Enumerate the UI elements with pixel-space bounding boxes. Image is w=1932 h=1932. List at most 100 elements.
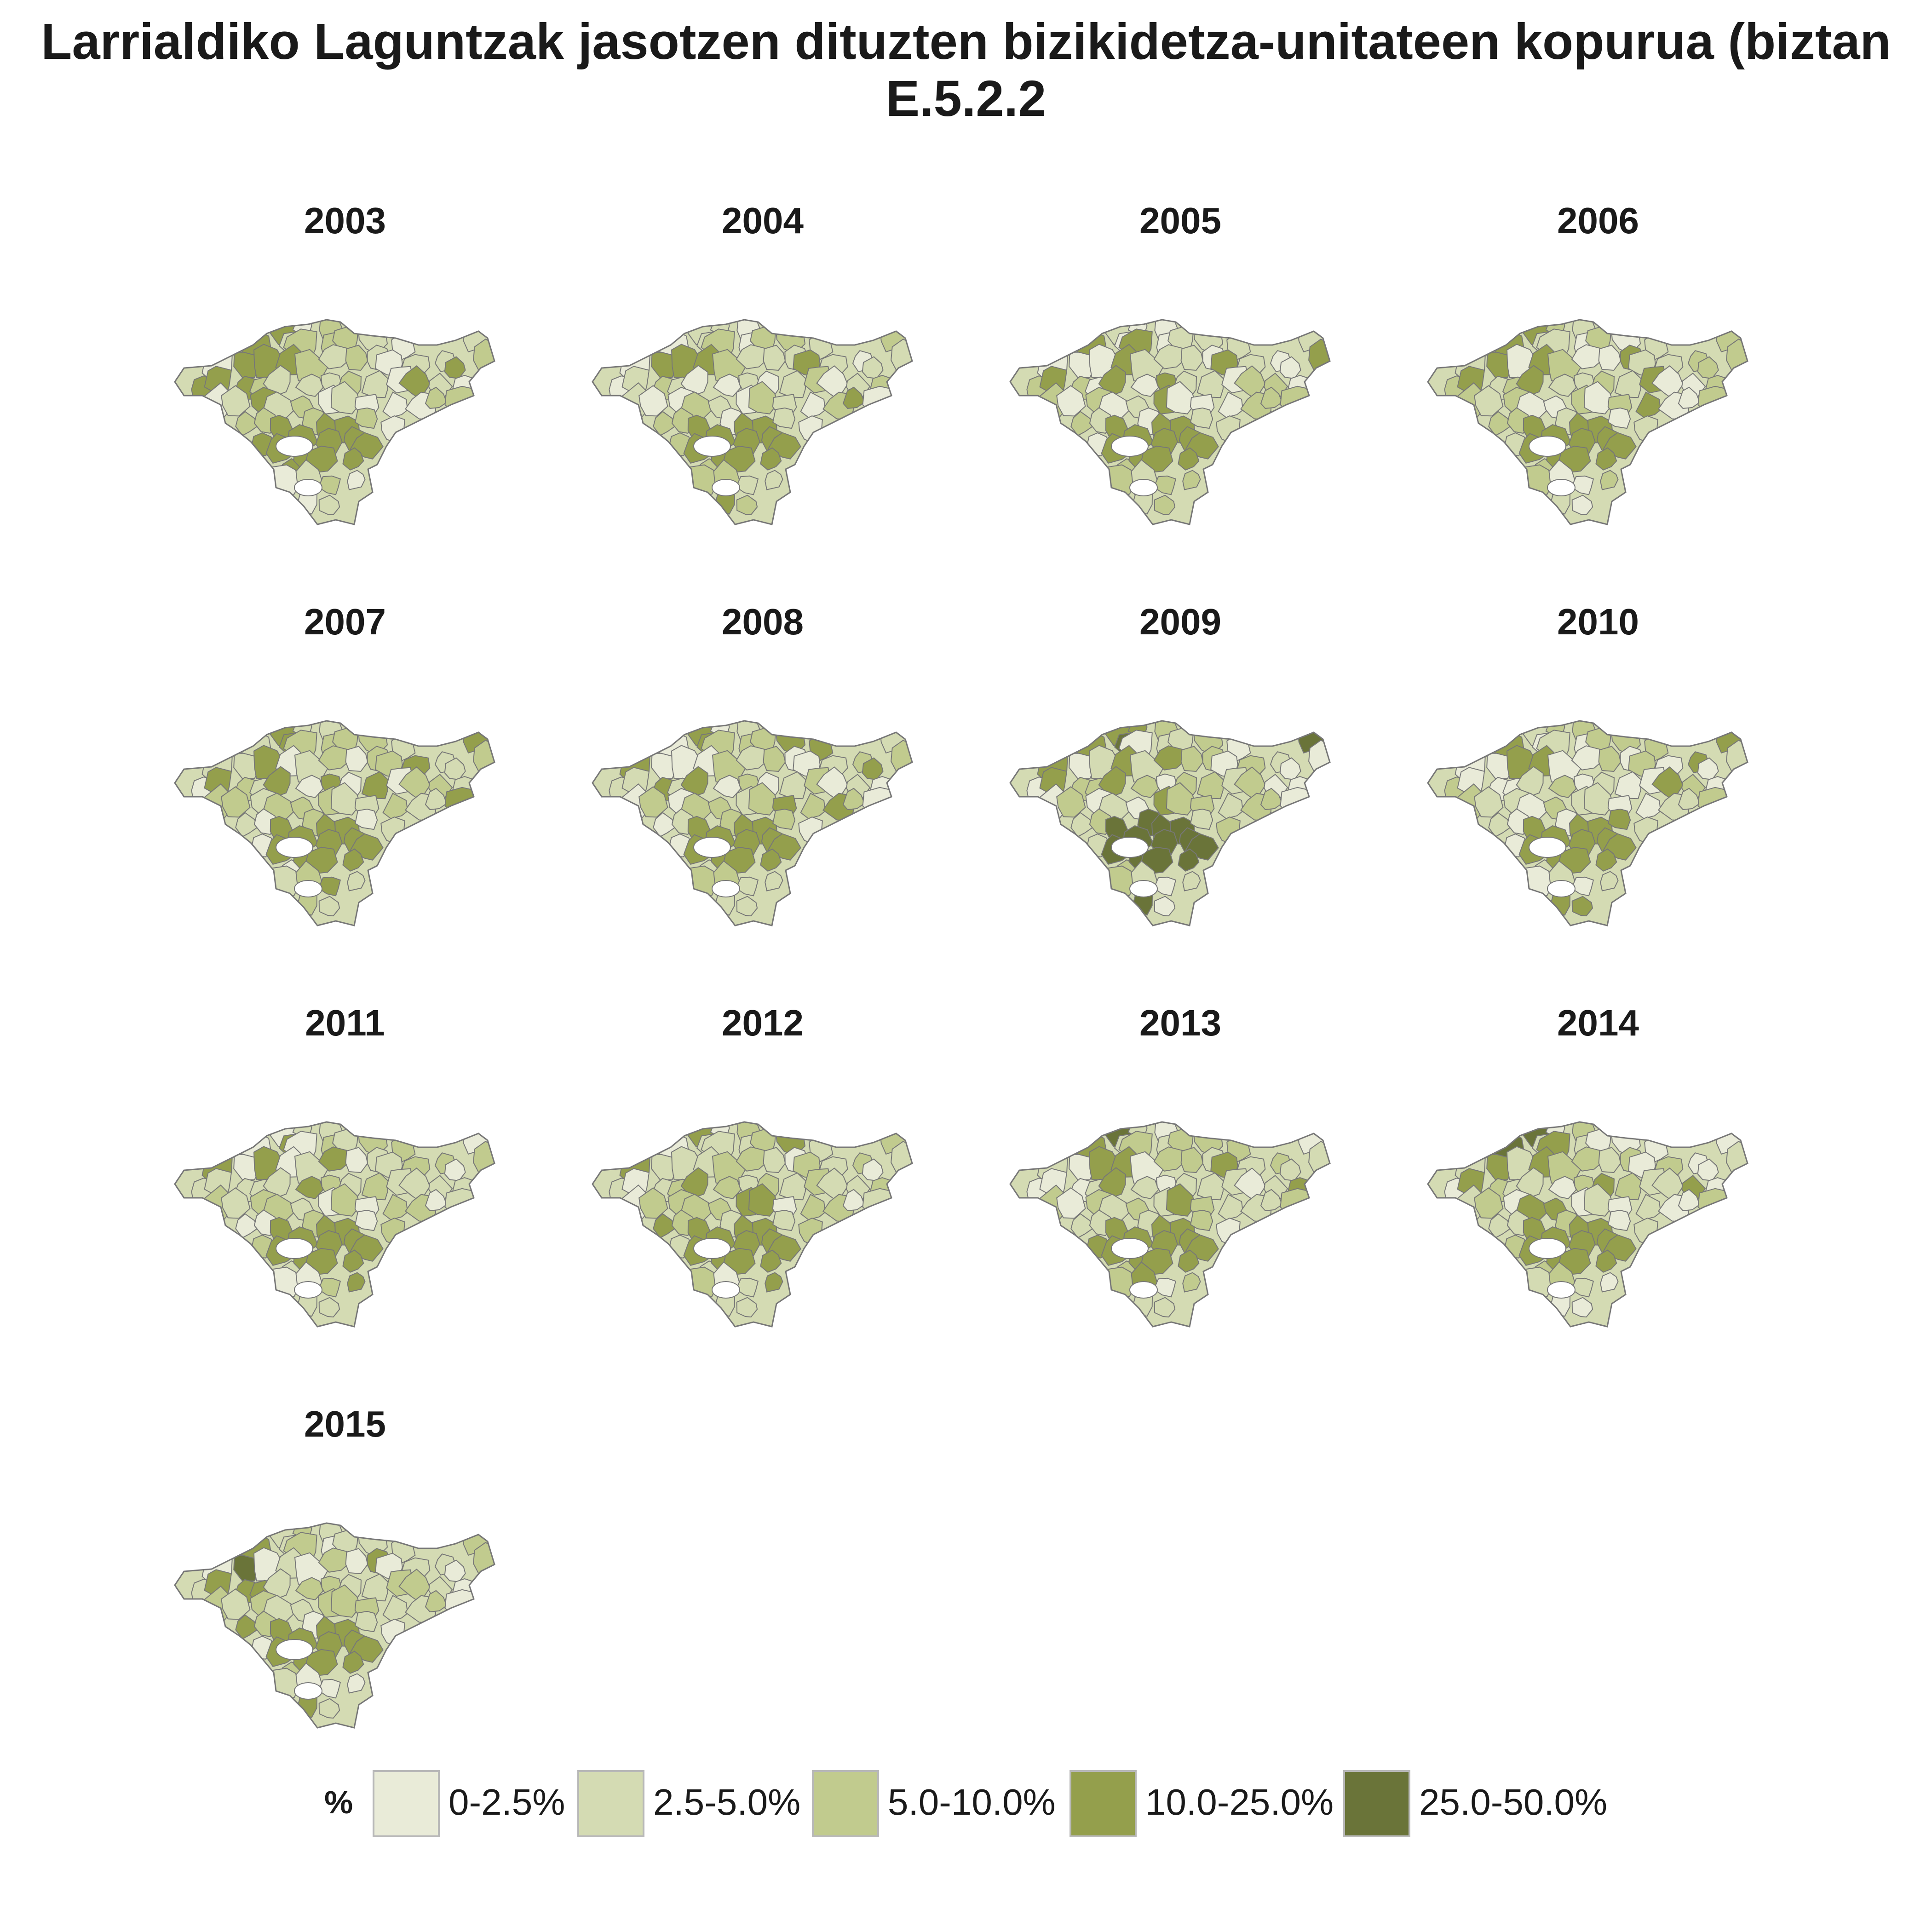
no-data-area — [712, 1281, 740, 1299]
municipality — [425, 788, 448, 810]
map-panel-2008: 2008 — [574, 604, 951, 972]
legend-label: 10.0-25.0% — [1145, 1782, 1334, 1823]
municipality — [1190, 407, 1213, 429]
municipality — [347, 871, 366, 891]
panel-year-label: 2015 — [304, 1403, 386, 1444]
municipality — [1154, 896, 1176, 917]
municipality — [1190, 808, 1213, 830]
municipality — [318, 475, 341, 495]
municipality — [221, 1588, 251, 1620]
municipality — [330, 1183, 361, 1217]
municipality — [1218, 793, 1244, 819]
municipality — [361, 771, 389, 799]
municipality — [1153, 1277, 1177, 1298]
no-data-area — [712, 880, 740, 897]
municipality — [638, 1187, 668, 1219]
municipality — [1595, 447, 1617, 471]
municipality — [1178, 447, 1200, 471]
no-data-area — [1547, 880, 1576, 897]
municipality — [1548, 1176, 1577, 1199]
municipality — [361, 1573, 389, 1602]
municipality — [1678, 788, 1701, 810]
map-panel-2011: 2011 — [156, 1005, 534, 1373]
municipality — [1153, 1146, 1186, 1172]
municipality — [347, 470, 366, 490]
municipality — [1614, 771, 1642, 799]
municipality — [1516, 766, 1544, 798]
municipality — [763, 746, 786, 772]
municipality — [713, 775, 742, 798]
choropleth-map — [592, 319, 913, 525]
municipality — [736, 896, 758, 917]
no-data-area — [1111, 1238, 1149, 1259]
no-data-area — [276, 1639, 313, 1660]
no-data-area — [1529, 436, 1566, 457]
municipality — [1130, 374, 1159, 397]
municipality — [345, 345, 368, 371]
municipality — [680, 766, 708, 798]
municipality — [800, 793, 826, 819]
municipality — [1260, 788, 1283, 810]
legend-label: 25.0-50.0% — [1419, 1782, 1608, 1823]
map-panel-2013: 2013 — [992, 1005, 1369, 1373]
municipality — [330, 1584, 361, 1618]
municipality — [1130, 775, 1159, 798]
no-data-area — [712, 479, 740, 496]
municipality — [779, 370, 806, 398]
choropleth-map — [1427, 1121, 1748, 1328]
no-data-area — [1529, 1238, 1566, 1259]
municipality — [842, 386, 865, 409]
panel-year-label: 2014 — [1557, 1002, 1639, 1043]
legend: % 0-2.5% 2.5-5.0% 5.0-10.0% 10.0-25.0% 25.0-… — [0, 1762, 1932, 1837]
municipality — [347, 1673, 366, 1694]
province-outline — [174, 1121, 495, 1328]
municipality — [1098, 1167, 1126, 1199]
municipality — [638, 385, 668, 417]
choropleth-map — [174, 319, 495, 525]
municipality — [425, 386, 448, 409]
municipality — [1474, 786, 1504, 818]
panel-year-label: 2011 — [305, 1002, 385, 1043]
choropleth-map — [1427, 720, 1748, 926]
municipality — [1600, 871, 1619, 891]
legend-swatch — [373, 1770, 440, 1837]
municipality — [736, 745, 768, 770]
municipality — [1182, 871, 1201, 891]
municipality — [318, 344, 351, 369]
municipality — [355, 1610, 378, 1633]
municipality — [330, 782, 361, 816]
no-data-area — [1547, 1281, 1576, 1299]
province-outline — [1427, 319, 1748, 525]
municipality — [653, 411, 678, 437]
municipality — [1516, 1167, 1544, 1199]
municipality — [653, 1213, 678, 1239]
municipality — [355, 808, 378, 830]
municipality — [736, 1277, 759, 1298]
municipality — [736, 1297, 758, 1318]
municipality — [1571, 475, 1594, 495]
municipality — [1098, 766, 1126, 798]
choropleth-map — [1009, 1121, 1331, 1328]
municipality — [1488, 411, 1513, 437]
legend-swatch — [1070, 1770, 1137, 1837]
municipality — [318, 494, 340, 516]
municipality — [1598, 1147, 1622, 1173]
municipality — [1614, 370, 1642, 398]
municipality — [1571, 1297, 1593, 1318]
no-data-area — [294, 1682, 322, 1700]
legend-label: 0-2.5% — [448, 1782, 565, 1823]
municipality — [342, 1249, 364, 1273]
municipality — [1474, 385, 1504, 417]
municipality — [1182, 470, 1201, 490]
municipality — [713, 374, 742, 397]
legend-label: 2.5-5.0% — [653, 1782, 801, 1823]
municipality — [425, 1189, 448, 1211]
municipality — [295, 374, 324, 397]
municipality — [1571, 876, 1594, 897]
panel-year-label: 2008 — [722, 601, 804, 642]
panel-year-label: 2013 — [1139, 1002, 1221, 1043]
municipality — [765, 470, 783, 490]
municipality — [342, 1650, 364, 1674]
municipality — [318, 1277, 341, 1298]
municipality — [1182, 1272, 1201, 1293]
